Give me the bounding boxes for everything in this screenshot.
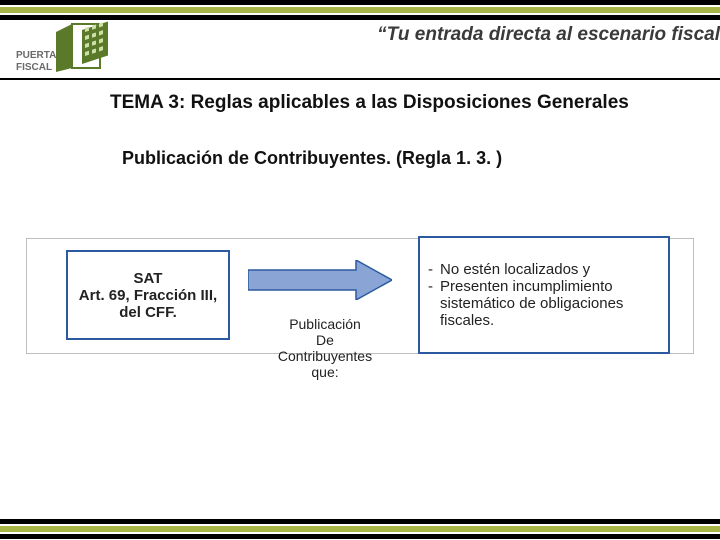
arrow	[248, 260, 392, 300]
logo-text-bottom: FISCAL	[16, 62, 52, 73]
frame-top-black-1	[0, 0, 720, 5]
sat-box-line2: Art. 69, Fracción III,	[76, 287, 220, 304]
conditions-box: -No estén localizados y-Presenten incump…	[418, 236, 670, 354]
bullet-dash-icon: -	[428, 278, 440, 295]
sat-box: SAT Art. 69, Fracción III, del CFF.	[66, 250, 230, 340]
sat-box-line3: del CFF.	[76, 304, 220, 321]
bullet-item: -No estén localizados y	[428, 261, 660, 278]
sat-box-line1: SAT	[76, 270, 220, 287]
frame-bot-olive	[0, 526, 720, 532]
arrow-label-line3: que:	[270, 364, 380, 380]
bullet-item: -Presenten incumplimiento sistemático de…	[428, 278, 660, 329]
tema-heading: TEMA 3: Reglas aplicables a las Disposic…	[110, 92, 629, 114]
logo-underline	[0, 78, 720, 80]
slide: PUERTA FISCAL “Tu entrada directa al esc…	[0, 0, 720, 540]
arrow-label: Publicación De Contribuyentes que:	[270, 316, 380, 380]
bullet-dash-icon: -	[428, 261, 440, 278]
frame-bot-black-2	[0, 534, 720, 539]
frame-bot-black-1	[0, 519, 720, 524]
bullet-text: Presenten incumplimiento sistemático de …	[440, 278, 660, 329]
logo: PUERTA FISCAL	[16, 20, 156, 76]
arrow-label-line1: Publicación	[270, 316, 380, 332]
bullet-text: No estén localizados y	[440, 261, 590, 278]
arrow-label-line2: De Contribuyentes	[270, 332, 380, 364]
logo-text-top: PUERTA	[16, 50, 56, 61]
sub-heading: Publicación de Contribuyentes. (Regla 1.…	[122, 148, 502, 169]
diagram: SAT Art. 69, Fracción III, del CFF. Publ…	[24, 232, 696, 392]
slogan-text: “Tu entrada directa al escenario fiscal	[377, 24, 720, 46]
puerta-fiscal-logo-icon: PUERTA FISCAL	[16, 20, 156, 76]
frame-top-olive	[0, 7, 720, 13]
arrow-right-icon	[248, 260, 392, 300]
